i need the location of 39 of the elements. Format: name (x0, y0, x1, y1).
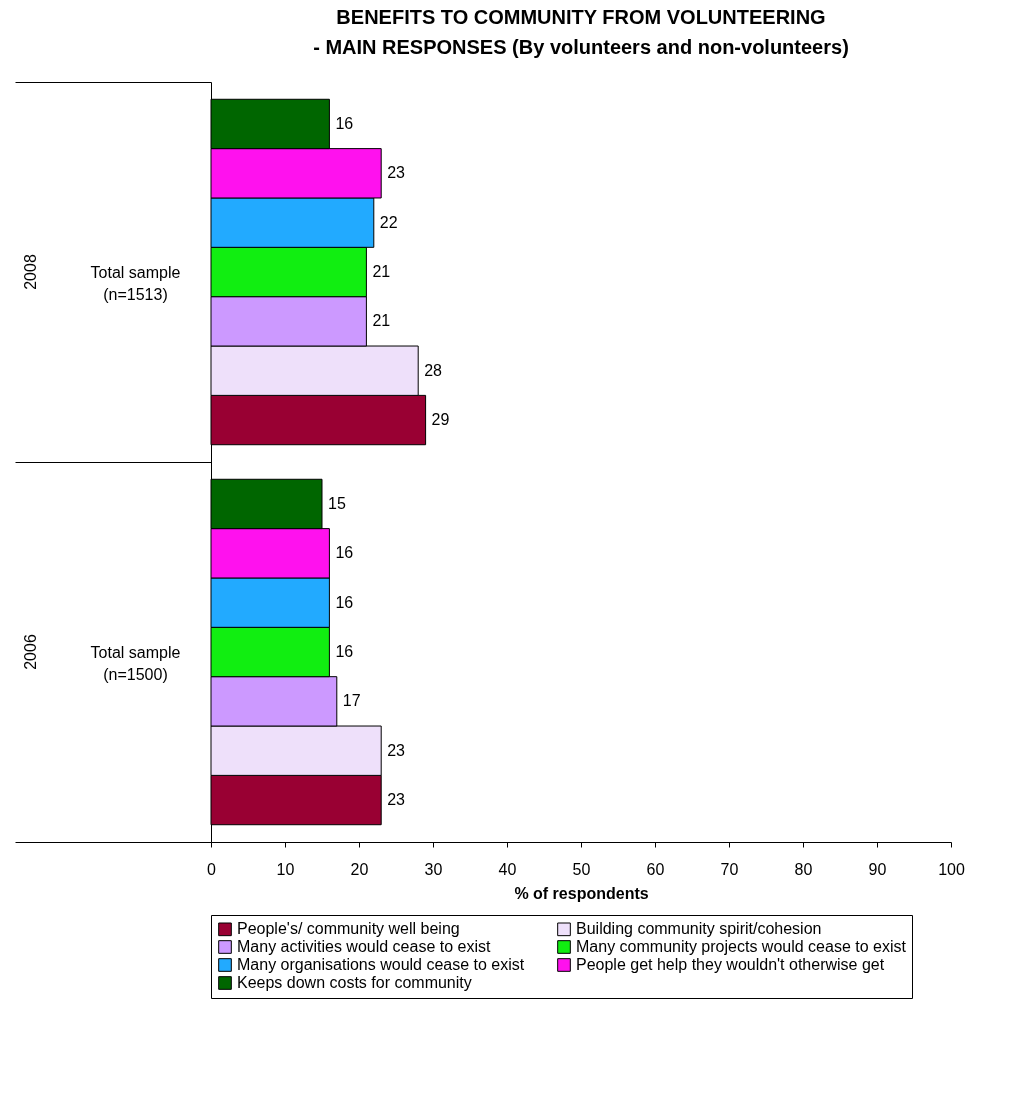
data-label: 16 (335, 593, 354, 611)
legend-label: Many organisations would cease to exist (237, 956, 525, 973)
x-tick-label: 50 (572, 860, 591, 878)
text: 2008 (22, 254, 39, 290)
data-label: 23 (387, 164, 406, 182)
x-tick-label: 30 (424, 860, 443, 878)
y-tick-label: Total sample (n=1513) (90, 263, 181, 303)
data-label: 28 (424, 361, 443, 379)
data-label: 16 (335, 544, 354, 562)
data-label: 21 (372, 263, 391, 280)
legend-label: Keeps down costs for community (237, 974, 472, 991)
y-tick-label: Total sample (n=1500) (90, 643, 181, 683)
data-label: 29 (431, 411, 450, 429)
legend-label: People get help they wouldn't otherwise get (576, 956, 885, 973)
data-label: 21 (372, 312, 391, 330)
x-tick-label: 80 (794, 860, 813, 878)
data-label: 17 (342, 692, 361, 710)
legend-label: Many community projects would cease to exist (576, 938, 907, 955)
x-tick-label: 60 (646, 860, 665, 878)
legend-label: Building community spirit/cohesion (576, 920, 822, 938)
x-axis-title: % of respondents (514, 884, 649, 902)
x-tick-label: 20 (350, 860, 369, 878)
x-tick-label: 70 (720, 860, 739, 878)
data-label: 16 (335, 114, 354, 132)
legend-label: Many activities would cease to exist (237, 938, 491, 955)
data-label: 16 (335, 643, 354, 660)
text: - MAIN RESPONSES (By volunteers and non-volunteers) (313, 36, 849, 58)
text: 2006 (22, 634, 39, 670)
x-tick-label: 100 (938, 860, 965, 878)
data-label: 22 (379, 213, 398, 231)
data-label: 15 (328, 494, 346, 512)
legend-label: People's/ community well being (237, 920, 460, 938)
text: BENEFITS TO COMMUNITY FROM VOLUNTEERING (336, 6, 826, 28)
data-label: 23 (387, 741, 406, 759)
x-tick-label: 10 (276, 860, 295, 878)
x-tick-label: 40 (498, 860, 517, 878)
x-tick-label: 0 (207, 860, 217, 878)
data-label: 23 (387, 791, 406, 809)
x-tick-label: 90 (868, 860, 887, 878)
